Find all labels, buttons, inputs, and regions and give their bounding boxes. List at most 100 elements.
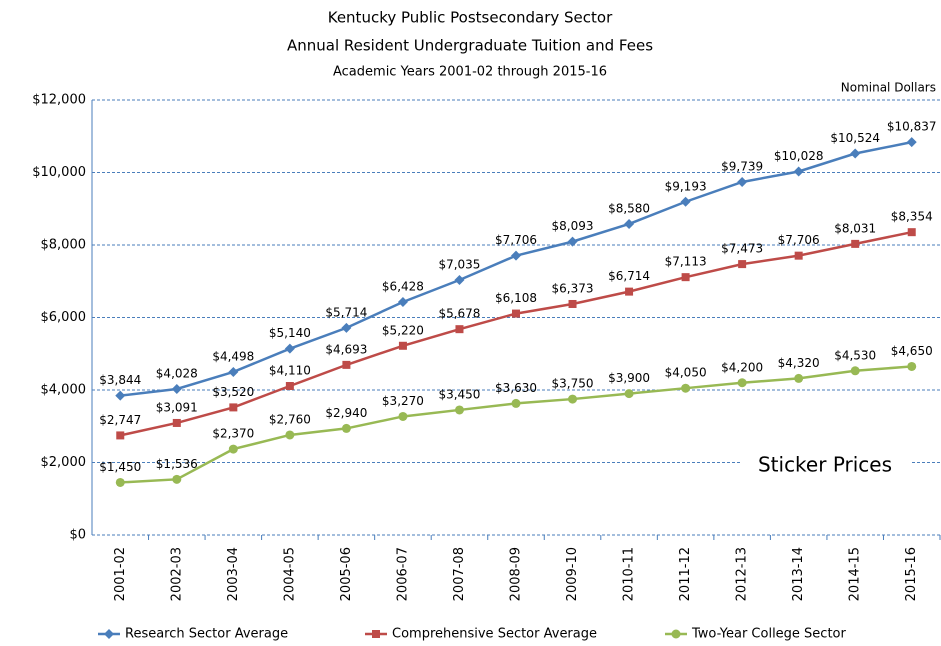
data-label: $9,739	[721, 159, 763, 173]
data-point	[737, 378, 747, 388]
data-label: $4,028	[156, 366, 198, 380]
legend-marker	[104, 629, 114, 639]
data-point	[228, 366, 239, 377]
y-tick-label: $0	[69, 528, 86, 543]
data-label: $4,320	[778, 356, 820, 370]
x-tick-label: 2001-02	[113, 547, 128, 601]
data-point	[906, 137, 917, 148]
legend-label: Two-Year College Sector	[691, 627, 847, 642]
y-tick-label: $2,000	[41, 455, 87, 470]
data-point	[229, 403, 238, 412]
data-point	[172, 418, 181, 427]
data-label: $7,473	[721, 242, 763, 256]
data-label: $7,706	[495, 233, 537, 247]
data-point	[115, 477, 125, 487]
data-label: $1,450	[99, 460, 141, 474]
chart-period: Academic Years 2001-02 through 2015-16	[333, 65, 607, 80]
data-label: $3,750	[552, 377, 594, 391]
data-point	[285, 382, 294, 391]
data-label: $2,760	[269, 412, 311, 426]
annotation-background	[740, 448, 910, 482]
data-label: $9,193	[665, 179, 707, 193]
data-label: $4,200	[721, 360, 763, 374]
data-point	[511, 250, 521, 261]
x-tick-label: 2012-13	[735, 547, 750, 601]
data-point	[511, 398, 521, 408]
data-point	[850, 148, 861, 159]
data-point	[907, 361, 917, 371]
data-point	[568, 299, 577, 308]
x-tick-label: 2010-11	[622, 547, 637, 601]
data-point	[116, 431, 125, 440]
data-label: $6,373	[552, 281, 594, 295]
x-tick-label: 2004-05	[282, 547, 297, 601]
data-label: $3,091	[156, 400, 198, 414]
data-point	[568, 394, 578, 404]
data-label: $4,050	[665, 366, 707, 380]
data-point	[624, 218, 635, 229]
x-tick-label: 2008-09	[509, 547, 524, 601]
data-label: $4,110	[269, 364, 311, 378]
data-label: $4,650	[891, 344, 933, 358]
data-label: $3,270	[382, 394, 424, 408]
data-point	[567, 236, 578, 247]
data-point	[794, 251, 803, 260]
data-label: $5,140	[269, 326, 311, 340]
data-point	[454, 405, 464, 415]
legend-marker	[671, 629, 681, 639]
data-label: $7,706	[778, 233, 820, 247]
data-label: $3,900	[608, 371, 650, 385]
data-point	[397, 296, 408, 307]
data-point	[398, 341, 407, 350]
y-tick-label: $12,000	[32, 93, 86, 108]
data-point	[512, 309, 520, 318]
data-label: $1,536	[156, 457, 198, 471]
data-label: $10,837	[887, 120, 937, 134]
x-tick-label: 2009-10	[565, 547, 580, 601]
data-label: $3,450	[438, 387, 480, 401]
data-label: $4,693	[325, 342, 367, 356]
y-tick-label: $10,000	[32, 165, 86, 180]
data-point	[454, 274, 465, 285]
data-point	[680, 196, 691, 207]
data-label: $8,093	[552, 219, 594, 233]
data-label: $6,108	[495, 291, 537, 305]
x-tick-label: 2002-03	[169, 547, 184, 601]
data-point	[398, 411, 408, 421]
data-point	[341, 423, 351, 433]
y-tick-label: $4,000	[41, 383, 87, 398]
data-point	[285, 430, 295, 440]
data-point	[794, 373, 804, 383]
data-point	[455, 325, 464, 334]
data-point	[115, 390, 126, 401]
data-label: $3,630	[495, 381, 537, 395]
data-label: $4,530	[834, 348, 876, 362]
data-label: $3,844	[99, 373, 141, 387]
data-point	[737, 176, 748, 187]
x-tick-label: 2005-06	[339, 547, 354, 601]
x-tick-label: 2007-08	[452, 547, 467, 601]
sticker-prices-note: Sticker Prices	[758, 453, 892, 477]
data-label: $7,035	[438, 257, 480, 271]
data-point	[172, 474, 182, 484]
data-point	[851, 239, 860, 248]
x-tick-label: 2006-07	[395, 547, 410, 601]
data-label: $2,940	[325, 406, 367, 420]
data-label: $8,354	[891, 210, 933, 224]
data-point	[850, 366, 860, 376]
data-label: $8,031	[834, 221, 876, 235]
data-point	[284, 343, 295, 354]
data-point	[341, 322, 352, 333]
data-label: $6,714	[608, 269, 650, 283]
data-label: $8,580	[608, 201, 650, 215]
data-point	[228, 444, 238, 454]
x-tick-label: 2003-04	[226, 547, 241, 601]
chart-title: Kentucky Public Postsecondary Sector	[328, 9, 613, 27]
data-label: $3,520	[212, 385, 254, 399]
data-point	[681, 383, 691, 393]
data-label: $10,028	[774, 149, 824, 163]
legend-marker	[372, 630, 380, 638]
legend-label: Research Sector Average	[125, 627, 288, 642]
